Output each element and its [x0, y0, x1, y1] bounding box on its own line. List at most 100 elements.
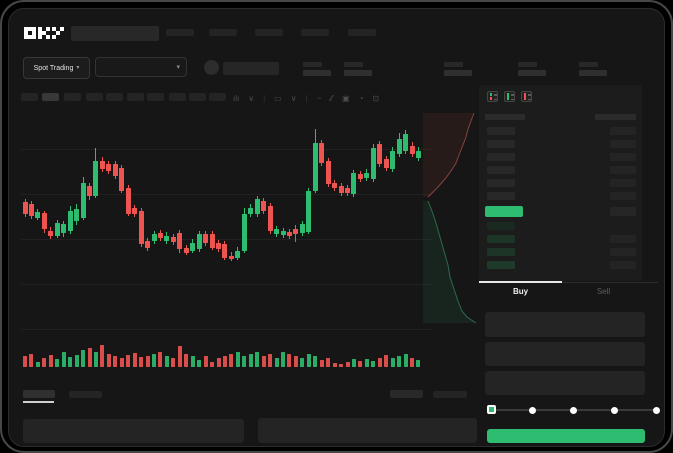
okx-logo[interactable]	[24, 26, 64, 40]
volume-bar	[397, 356, 402, 367]
snapshot-icon[interactable]: ▣	[342, 93, 350, 103]
line-tool-icon[interactable]: ~	[316, 93, 322, 103]
toolbar-item-placeholder[interactable]	[127, 93, 144, 101]
candle-body	[267, 206, 273, 231]
chevron-down-icon: ▾	[76, 65, 80, 71]
toolbar-item-placeholder[interactable]	[86, 93, 103, 101]
bid-row-amount	[610, 261, 636, 269]
token-icon	[204, 60, 219, 75]
chevron-down-icon: ▾	[176, 63, 180, 71]
bottom-tab-right[interactable]	[390, 390, 423, 398]
candle-body	[28, 204, 34, 216]
volume-bar	[48, 355, 53, 367]
book-header-left	[485, 114, 525, 120]
toolbar-item-placeholder[interactable]	[64, 93, 81, 101]
candle-body	[306, 191, 312, 232]
history-icon[interactable]: ◔	[358, 93, 364, 103]
fullscreen-icon[interactable]: ⊡	[372, 93, 380, 103]
mode-icon-bar	[489, 97, 492, 100]
candle-body	[74, 209, 80, 221]
candle-body	[261, 201, 267, 211]
candles-style-icon[interactable]: ılı	[233, 93, 240, 103]
volume-bar	[248, 354, 253, 367]
candle-body	[112, 164, 118, 176]
candle-body	[145, 241, 151, 248]
candle-body	[319, 143, 325, 163]
volume-bar	[229, 354, 234, 367]
candle-body	[35, 212, 41, 218]
bottom-tab[interactable]	[69, 391, 102, 398]
toolbar-item-placeholder[interactable]	[21, 93, 38, 101]
tab-bar-divider	[479, 282, 658, 283]
volume-bar	[222, 356, 227, 367]
toolbar-item-placeholder[interactable]	[106, 93, 123, 101]
volume-bar	[332, 363, 337, 367]
candle-body	[351, 173, 357, 194]
candle-body	[170, 237, 176, 242]
bottom-tab-active[interactable]	[23, 390, 55, 398]
bottom-tab-right[interactable]	[433, 391, 467, 398]
book-buy-icon[interactable]	[504, 91, 515, 102]
book-all-icon[interactable]	[487, 91, 498, 102]
chevron-down-icon[interactable]: ∨	[290, 93, 297, 103]
candle-body	[54, 223, 60, 236]
candlestick-chart[interactable]	[21, 109, 431, 331]
volume-bar	[81, 350, 86, 367]
last-price-highlight	[485, 206, 523, 217]
candle-body	[415, 151, 421, 158]
ask-row-amount	[610, 166, 636, 174]
volume-bar	[68, 357, 73, 367]
volume-bars	[21, 339, 431, 367]
toolbar-item-placeholder[interactable]	[147, 93, 164, 101]
ask-row-price	[487, 192, 515, 200]
slider-step-dot[interactable]	[570, 406, 577, 414]
stat-label-placeholder	[518, 62, 537, 67]
candle-body	[228, 256, 234, 259]
slider-step-dot[interactable]	[611, 406, 619, 414]
candle-body	[254, 199, 260, 214]
bid-row-price	[487, 222, 515, 230]
tab-sell[interactable]: Sell	[596, 287, 611, 296]
pair-type-selector[interactable]: Spot Trading ▾	[23, 57, 90, 79]
stat-value-placeholder	[518, 70, 546, 76]
mode-icon-bar	[489, 93, 492, 96]
mode-icon-line	[510, 94, 514, 96]
slider-step-dot[interactable]	[652, 406, 660, 414]
candle-body	[106, 164, 112, 171]
toolbar-item-placeholder[interactable]	[169, 93, 186, 101]
nav-item-placeholder[interactable]	[301, 29, 329, 36]
stat-label-placeholder	[579, 62, 598, 67]
book-sell-icon[interactable]	[521, 91, 532, 102]
measure-icon[interactable]: ⁄⁄	[330, 93, 334, 103]
volume-bar	[306, 354, 311, 367]
volume-bar	[268, 354, 273, 367]
nav-item-placeholder[interactable]	[348, 29, 376, 36]
volume-bar	[145, 356, 150, 367]
toolbar-item-placeholder[interactable]	[189, 93, 206, 101]
toolbar-item-placeholder[interactable]	[42, 93, 59, 101]
ask-row-price	[487, 179, 515, 187]
price-input-placeholder[interactable]	[485, 312, 645, 337]
volume-bar	[326, 358, 331, 367]
chevron-down-icon[interactable]: ∨	[248, 93, 255, 103]
buy-submit-button[interactable]	[487, 429, 645, 443]
nav-item-placeholder[interactable]	[209, 29, 237, 36]
nav-item-placeholder[interactable]	[166, 29, 194, 36]
overlay-icon[interactable]: ▭	[274, 93, 282, 103]
stat-value-placeholder	[444, 70, 472, 76]
slider-step-dot[interactable]	[528, 406, 536, 414]
volume-bar	[313, 356, 318, 367]
slider-handle[interactable]	[486, 405, 496, 414]
amount-input-placeholder[interactable]	[485, 342, 645, 366]
ask-row-price	[487, 166, 515, 174]
total-input-placeholder[interactable]	[485, 371, 645, 395]
trade-sidebar: Buy Sell	[479, 85, 664, 446]
candle-body	[357, 174, 363, 179]
nav-item-placeholder[interactable]	[255, 29, 283, 36]
symbol-dropdown[interactable]: ▾	[95, 57, 187, 77]
candle-body	[190, 243, 196, 251]
volume-bar	[410, 358, 414, 367]
tab-buy[interactable]: Buy	[512, 287, 529, 296]
volume-bar	[184, 354, 189, 367]
toolbar-item-placeholder[interactable]	[209, 93, 226, 101]
